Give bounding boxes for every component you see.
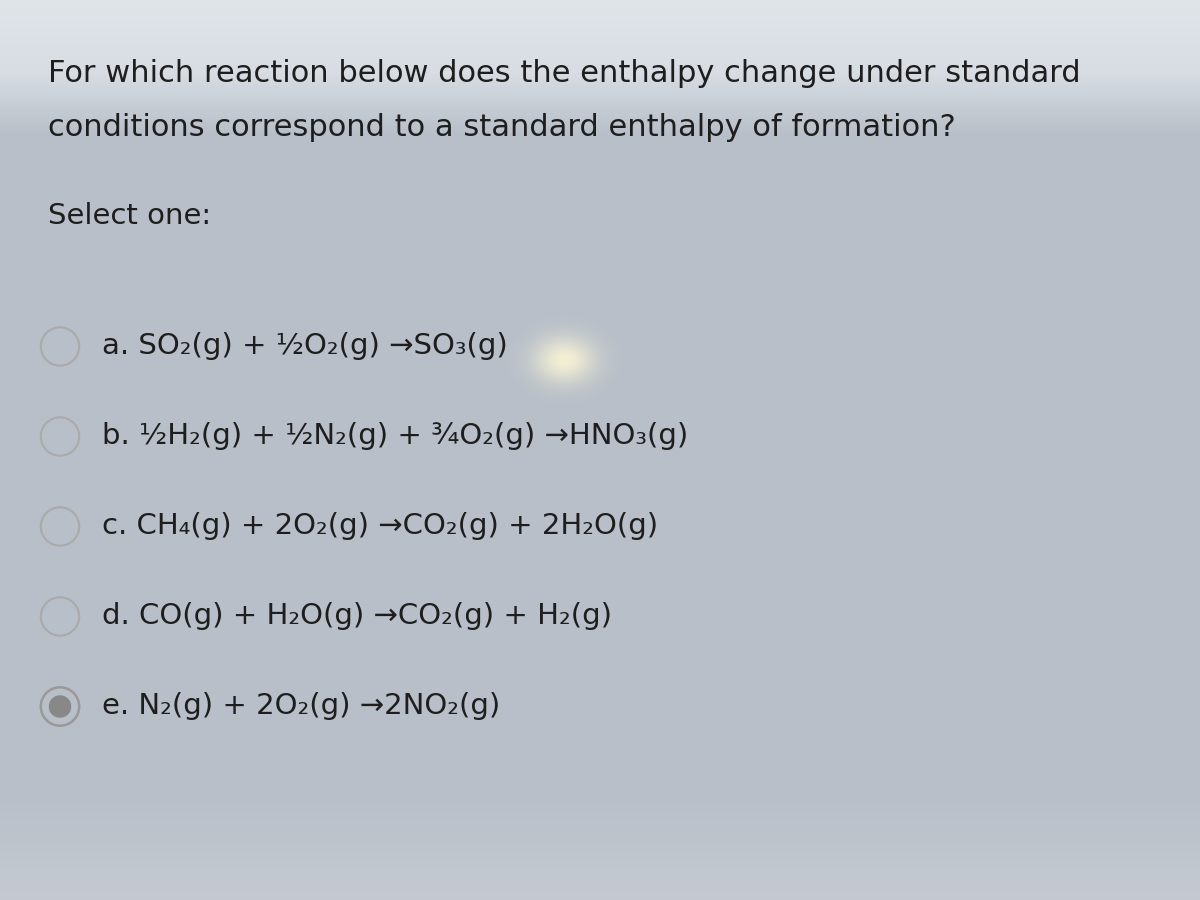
Text: d. CO(g) + H₂O(g) →CO₂(g) + H₂(g): d. CO(g) + H₂O(g) →CO₂(g) + H₂(g)	[102, 602, 612, 631]
Ellipse shape	[49, 696, 71, 717]
Text: conditions correspond to a standard enthalpy of formation?: conditions correspond to a standard enth…	[48, 112, 955, 141]
Text: a. SO₂(g) + ½O₂(g) →SO₃(g): a. SO₂(g) + ½O₂(g) →SO₃(g)	[102, 332, 508, 361]
Text: e. N₂(g) + 2O₂(g) →2NO₂(g): e. N₂(g) + 2O₂(g) →2NO₂(g)	[102, 692, 500, 721]
Text: For which reaction below does the enthalpy change under standard: For which reaction below does the enthal…	[48, 58, 1081, 87]
Text: Select one:: Select one:	[48, 202, 211, 230]
Text: c. CH₄(g) + 2O₂(g) →CO₂(g) + 2H₂O(g): c. CH₄(g) + 2O₂(g) →CO₂(g) + 2H₂O(g)	[102, 512, 658, 541]
Text: b. ½H₂(g) + ½N₂(g) + ¾O₂(g) →HNO₃(g): b. ½H₂(g) + ½N₂(g) + ¾O₂(g) →HNO₃(g)	[102, 422, 689, 451]
